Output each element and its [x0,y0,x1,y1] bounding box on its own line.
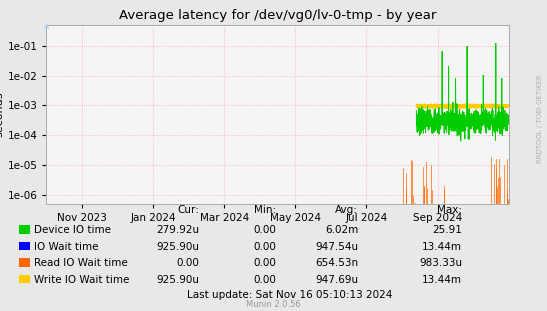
Text: Device IO time: Device IO time [34,225,111,235]
Text: 25.91: 25.91 [432,225,462,235]
Text: Min:: Min: [254,205,276,215]
Text: RRDTOOL / TOBI OETIKER: RRDTOOL / TOBI OETIKER [537,74,543,163]
Text: 0.00: 0.00 [253,275,276,285]
Y-axis label: seconds: seconds [0,91,5,137]
Text: 13.44m: 13.44m [422,275,462,285]
Text: 0.00: 0.00 [253,258,276,268]
Text: Read IO Wait time: Read IO Wait time [34,258,127,268]
Text: Avg:: Avg: [335,205,358,215]
Text: Write IO Wait time: Write IO Wait time [34,275,129,285]
Text: 925.90u: 925.90u [156,242,200,252]
Text: 13.44m: 13.44m [422,242,462,252]
Text: 0.00: 0.00 [177,258,200,268]
Text: 654.53n: 654.53n [315,258,358,268]
Text: Max:: Max: [437,205,462,215]
Text: Munin 2.0.56: Munin 2.0.56 [246,299,301,309]
Text: Last update: Sat Nov 16 05:10:13 2024: Last update: Sat Nov 16 05:10:13 2024 [187,290,393,300]
Text: 947.69u: 947.69u [315,275,358,285]
Text: 0.00: 0.00 [253,225,276,235]
Text: Cur:: Cur: [178,205,200,215]
Text: IO Wait time: IO Wait time [34,242,98,252]
Text: 279.92u: 279.92u [156,225,200,235]
Text: 6.02m: 6.02m [325,225,358,235]
Text: 0.00: 0.00 [253,242,276,252]
Title: Average latency for /dev/vg0/lv-0-tmp - by year: Average latency for /dev/vg0/lv-0-tmp - … [119,9,437,22]
Text: 925.90u: 925.90u [156,275,200,285]
Text: 947.54u: 947.54u [315,242,358,252]
Text: 983.33u: 983.33u [419,258,462,268]
